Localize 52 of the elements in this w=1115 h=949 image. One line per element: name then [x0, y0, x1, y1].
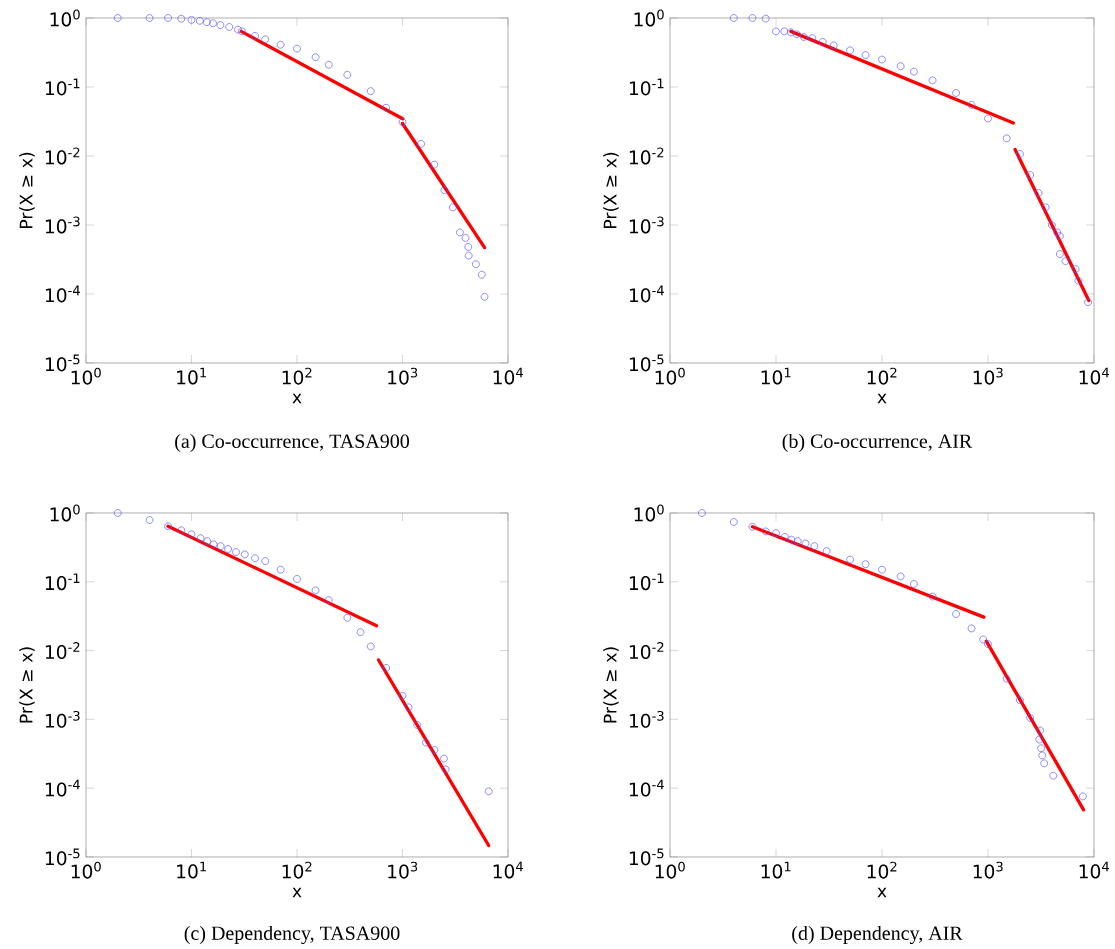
x-tick-label: 10$^{0}$: [71, 367, 101, 385]
y-tick-label: 10$^{-2}$: [629, 147, 664, 165]
x-axis-title: x: [877, 393, 887, 404]
x-tick-label: 10$^{0}$: [655, 861, 685, 879]
text: (b) Co-occurrence, AIR: [782, 433, 973, 453]
x-tick-label: 10$^{4}$: [1079, 367, 1109, 385]
x-tick-label: 10$^{1}$: [761, 861, 791, 879]
y-tick-label: 10$^{-2}$: [45, 642, 80, 660]
y-tick-label: 10$^{0}$: [50, 9, 80, 27]
y-tick-label: 10$^{-1}$: [629, 573, 664, 591]
x-tick-label: 10$^{4}$: [493, 367, 523, 385]
x-axis-title: x: [877, 887, 887, 898]
text: (c) Dependency, TASA900: [184, 925, 400, 945]
x-axis-title: x: [292, 887, 302, 898]
y-tick-label: 10$^{-1}$: [629, 78, 664, 96]
y-tick-label: 10$^{-3}$: [45, 710, 80, 728]
y-tick-label: 10$^{-3}$: [629, 216, 664, 234]
x-tick-label: 10$^{3}$: [388, 861, 418, 879]
x-tick-label: 10$^{2}$: [867, 861, 897, 879]
x-axis-title: x: [292, 393, 302, 404]
y-tick-label: 10$^{-4}$: [45, 285, 80, 303]
y-tick-label: 10$^{-3}$: [629, 710, 664, 728]
y-axis-title: Pr(X ≥ x): [603, 152, 619, 229]
y-tick-label: 10$^{-3}$: [45, 216, 80, 234]
y-tick-label: 10$^{-1}$: [45, 573, 80, 591]
y-tick-label: 10$^{0}$: [634, 9, 664, 27]
x-tick-label: 10$^{2}$: [282, 367, 312, 385]
y-axis-title: Pr(X ≥ x): [19, 647, 35, 723]
y-tick-label: 10$^{-4}$: [45, 779, 80, 797]
x-tick-label: 10$^{4}$: [1079, 861, 1109, 879]
y-tick-label: 10$^{0}$: [634, 504, 664, 522]
x-tick-label: 10$^{2}$: [282, 861, 312, 879]
x-tick-label: 10$^{3}$: [973, 367, 1003, 385]
x-tick-label: 10$^{3}$: [388, 367, 418, 385]
y-axis-title: Pr(X ≥ x): [603, 647, 619, 723]
x-tick-label: 10$^{1}$: [177, 367, 206, 385]
y-tick-label: 10$^{0}$: [50, 504, 80, 522]
y-tick-label: 10$^{-2}$: [629, 642, 664, 660]
x-tick-label: 10$^{0}$: [655, 367, 685, 385]
y-tick-label: 10$^{-4}$: [629, 779, 664, 797]
y-tick-label: 10$^{-2}$: [45, 147, 80, 165]
text: (d) Dependency, AIR: [792, 925, 963, 945]
x-tick-label: 10$^{0}$: [71, 861, 101, 879]
x-tick-label: 10$^{1}$: [761, 367, 791, 385]
text: (a) Co-occurrence, TASA900: [175, 433, 410, 453]
y-tick-label: 10$^{-1}$: [45, 78, 80, 96]
y-axis-title: Pr(X ≥ x): [19, 152, 35, 229]
x-tick-label: 10$^{3}$: [973, 861, 1003, 879]
x-tick-label: 10$^{2}$: [867, 367, 897, 385]
y-tick-label: 10$^{-4}$: [629, 285, 664, 303]
x-tick-label: 10$^{1}$: [177, 861, 206, 879]
x-tick-label: 10$^{4}$: [493, 861, 523, 879]
